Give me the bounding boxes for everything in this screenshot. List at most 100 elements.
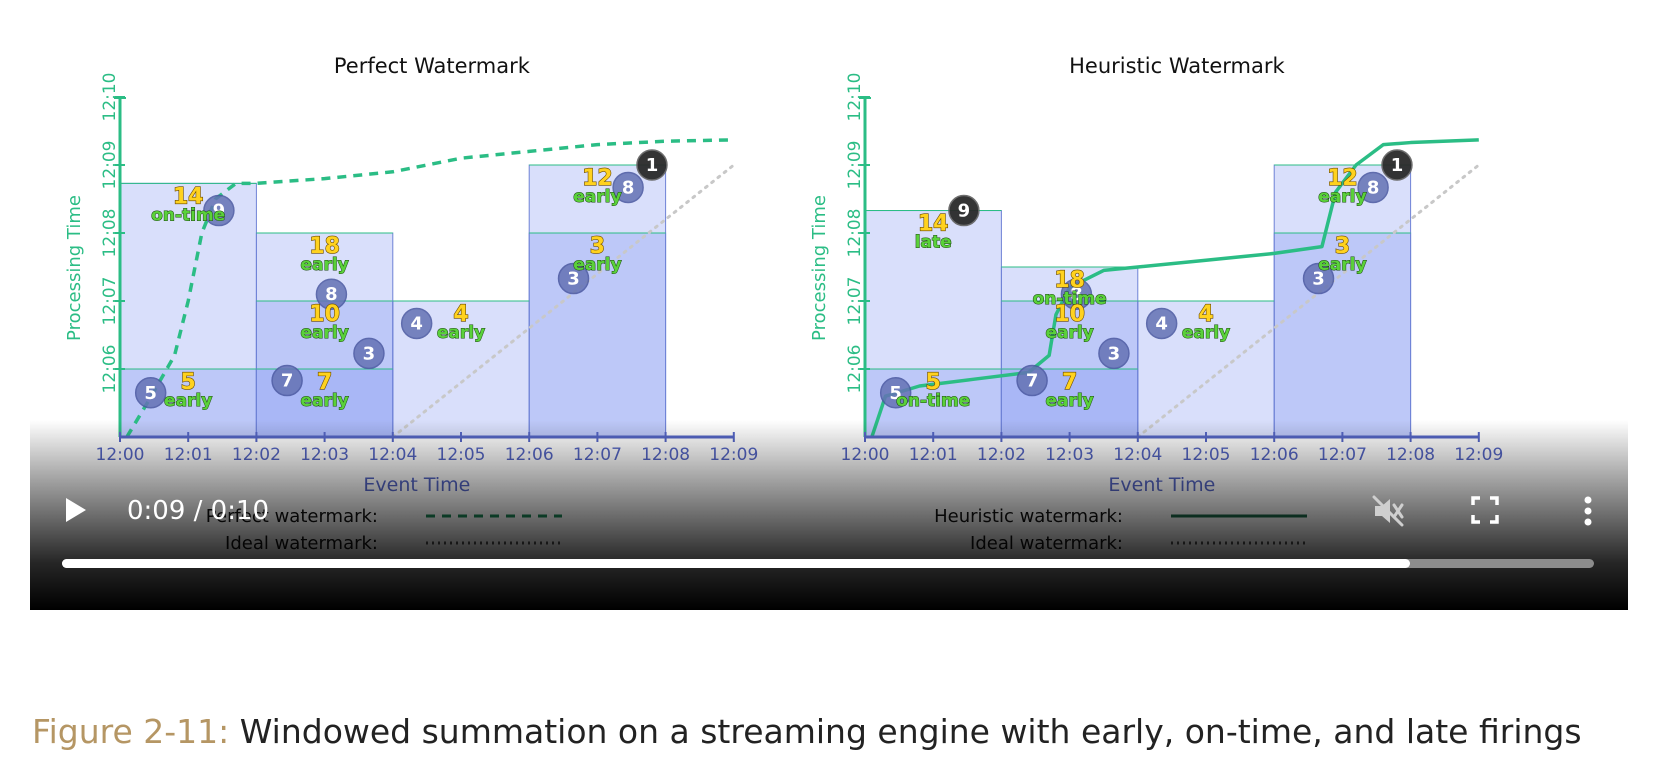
progress-bar[interactable] bbox=[62, 559, 1594, 568]
chart-title: Perfect Watermark bbox=[334, 54, 531, 78]
pane-sum: 12 bbox=[582, 166, 613, 191]
pane-sum: 4 bbox=[453, 302, 468, 327]
data-point bbox=[1060, 278, 1093, 310]
pane-timing: early bbox=[1045, 323, 1093, 343]
data-point-label: 9 bbox=[213, 201, 226, 222]
data-point-label: 3 bbox=[567, 269, 580, 290]
data-point bbox=[353, 337, 385, 370]
y-tick-label: 12:08 bbox=[100, 209, 120, 258]
data-point-label: 7 bbox=[1026, 371, 1039, 392]
data-point bbox=[271, 364, 303, 397]
data-point bbox=[1302, 262, 1335, 295]
data-point-label: 5 bbox=[889, 383, 902, 404]
data-point bbox=[400, 307, 433, 340]
y-tick-label: 12:10 bbox=[100, 73, 120, 122]
figure-caption: Figure 2-11: Windowed summation on a str… bbox=[32, 712, 1582, 751]
data-point-label: 4 bbox=[1155, 313, 1168, 334]
data-point-label: 8 bbox=[622, 177, 635, 198]
data-point bbox=[612, 171, 644, 204]
pane-timing: on-time bbox=[1033, 289, 1107, 309]
data-point-label: 1 bbox=[646, 155, 659, 176]
chart-title: Heuristic Watermark bbox=[1069, 54, 1285, 78]
y-tick-label: 12:08 bbox=[845, 209, 865, 258]
y-tick-label: 12:09 bbox=[100, 141, 120, 190]
pane-sum: 12 bbox=[1327, 166, 1358, 191]
pane-sum: 18 bbox=[309, 234, 340, 259]
perfect-watermark-line bbox=[125, 138, 734, 438]
window-pane bbox=[1273, 232, 1412, 438]
data-point bbox=[948, 194, 980, 227]
more-vertical-icon bbox=[1584, 496, 1592, 526]
data-point-label: 1 bbox=[1391, 155, 1404, 176]
pane-timing: early bbox=[1182, 323, 1230, 343]
time-display: 0:09 / 0:10 bbox=[127, 496, 270, 526]
data-point bbox=[1016, 364, 1048, 397]
data-point-label: 3 bbox=[363, 343, 376, 364]
pane-sum: 18 bbox=[1054, 268, 1085, 293]
data-point bbox=[879, 377, 912, 409]
y-axis-label: Processing Time bbox=[809, 195, 830, 341]
pane-timing: early bbox=[300, 255, 348, 275]
controls-overlay bbox=[30, 420, 1628, 610]
data-point-label: 8 bbox=[1070, 284, 1083, 305]
pane-timing: early bbox=[1318, 187, 1366, 207]
pane-sum: 14 bbox=[173, 184, 204, 209]
pane-sum: 10 bbox=[1054, 302, 1085, 327]
y-tick-label: 12:09 bbox=[845, 141, 865, 190]
pane-timing: late bbox=[915, 233, 952, 253]
data-point-label: 7 bbox=[281, 371, 294, 392]
play-button[interactable] bbox=[63, 495, 89, 525]
volume-muted-icon bbox=[1372, 495, 1404, 527]
pane-sum: 7 bbox=[317, 370, 332, 395]
data-point bbox=[1098, 337, 1130, 370]
data-point bbox=[315, 278, 348, 310]
data-point bbox=[1381, 149, 1413, 181]
pane-sum: 4 bbox=[1198, 302, 1213, 327]
pane-sum: 14 bbox=[918, 212, 949, 237]
pane-sum: 5 bbox=[181, 370, 196, 395]
data-point-label: 8 bbox=[325, 284, 338, 305]
pane-sum: 10 bbox=[309, 302, 340, 327]
y-tick-label: 12:07 bbox=[845, 277, 865, 326]
pane-sum: 5 bbox=[926, 370, 941, 395]
data-point-label: 8 bbox=[1367, 177, 1380, 198]
data-point bbox=[1145, 307, 1178, 340]
data-point-label: 5 bbox=[144, 383, 157, 404]
caption-text: Windowed summation on a streaming engine… bbox=[229, 712, 1582, 751]
fullscreen-button[interactable] bbox=[1470, 495, 1500, 525]
pane-sum: 3 bbox=[1335, 234, 1350, 259]
pane-timing: early bbox=[164, 391, 212, 411]
play-icon bbox=[66, 498, 86, 522]
chart-1: 12:0012:0112:0212:0312:0412:0512:0612:07… bbox=[64, 54, 758, 554]
pane-timing: early bbox=[573, 255, 621, 275]
fullscreen-icon bbox=[1471, 496, 1499, 524]
data-point-label: 3 bbox=[1312, 269, 1325, 290]
pane-timing: on-time bbox=[896, 391, 970, 411]
y-tick-label: 12:10 bbox=[845, 73, 865, 122]
data-point-label: 4 bbox=[410, 313, 423, 334]
window-pane bbox=[528, 164, 667, 438]
pane-sum: 7 bbox=[1062, 370, 1077, 395]
pane-timing: early bbox=[437, 323, 485, 343]
more-options-button[interactable] bbox=[1582, 495, 1594, 527]
ideal-watermark-line bbox=[391, 163, 736, 439]
pane-timing: early bbox=[1318, 255, 1366, 275]
window-pane bbox=[528, 232, 667, 438]
ideal-watermark-line bbox=[1136, 163, 1481, 439]
data-point bbox=[1357, 171, 1389, 204]
data-point-label: 9 bbox=[958, 201, 971, 222]
mute-button[interactable] bbox=[1370, 493, 1406, 529]
window-pane bbox=[1273, 164, 1412, 438]
video-player[interactable]: 12:0012:0112:0212:0312:0412:0512:0612:07… bbox=[30, 0, 1628, 610]
y-tick-label: 12:06 bbox=[845, 345, 865, 394]
data-point bbox=[203, 194, 235, 227]
data-point-label: 3 bbox=[1108, 343, 1121, 364]
pane-timing: early bbox=[300, 391, 348, 411]
data-point bbox=[134, 377, 167, 409]
y-tick-label: 12:07 bbox=[100, 277, 120, 326]
pane-timing: early bbox=[573, 187, 621, 207]
pane-timing: early bbox=[1045, 391, 1093, 411]
heuristic-watermark-line bbox=[870, 138, 1479, 438]
pane-sum: 3 bbox=[590, 234, 605, 259]
y-axis-label: Processing Time bbox=[64, 195, 85, 341]
